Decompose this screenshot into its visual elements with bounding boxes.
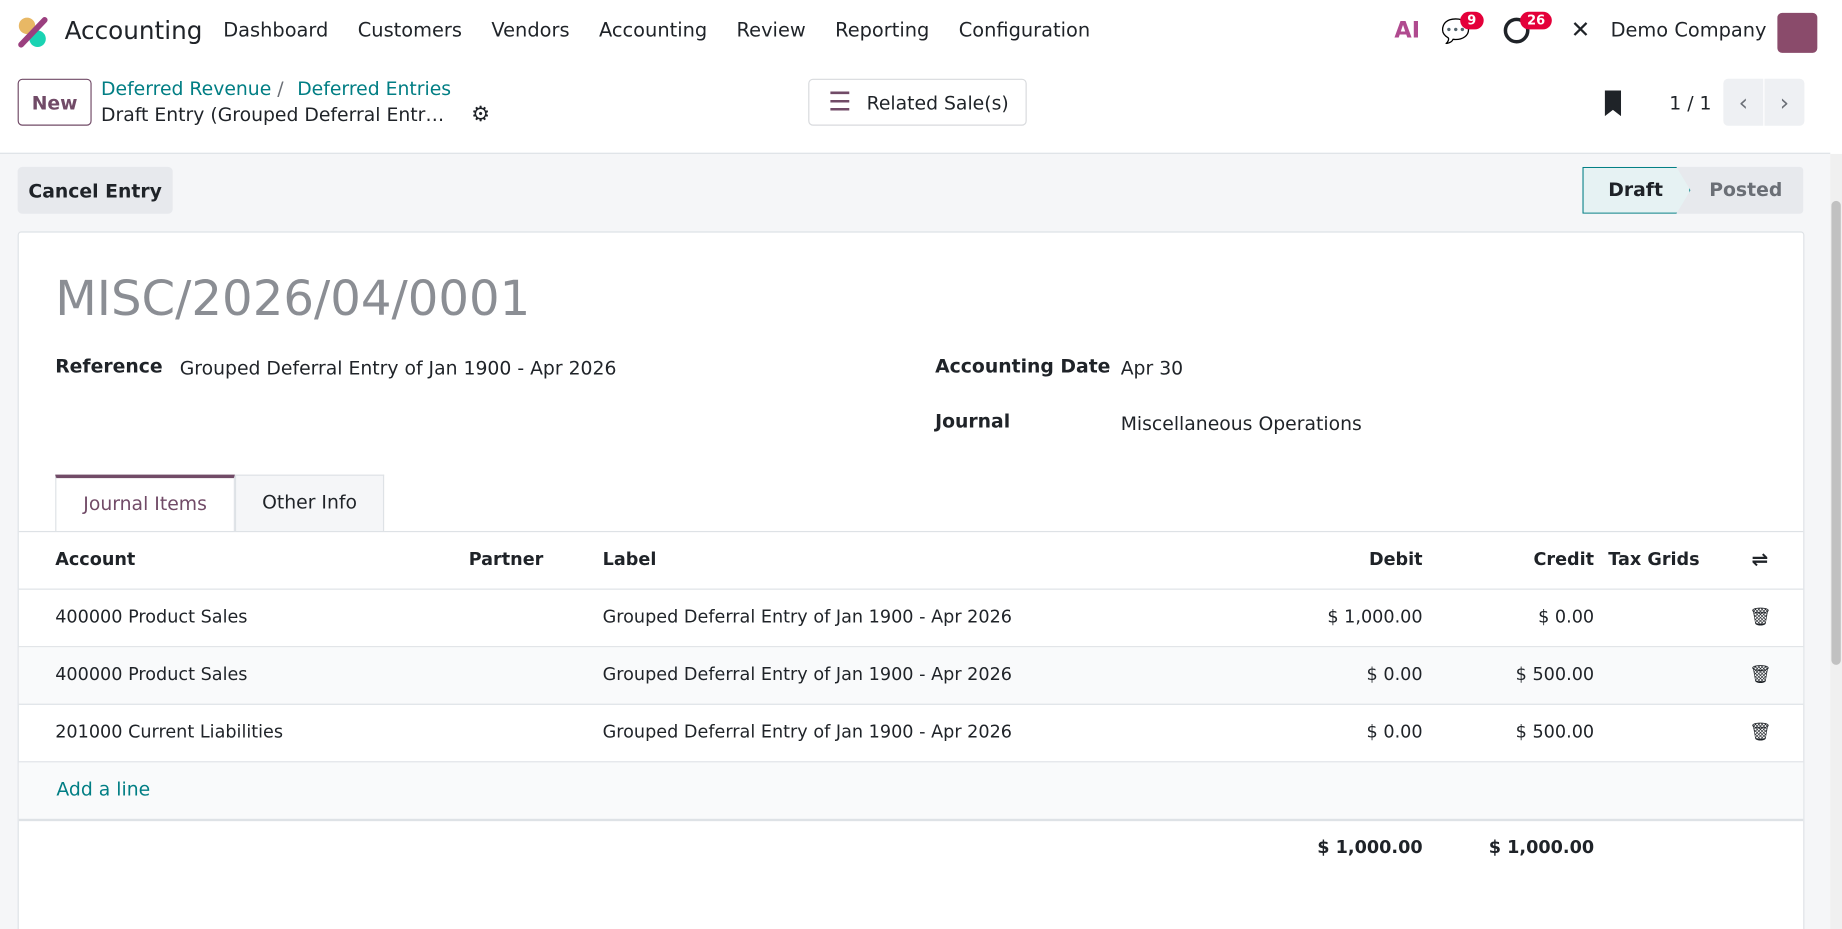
row-account[interactable]: 400000 Product Sales bbox=[55, 663, 248, 685]
column-label[interactable]: Label bbox=[602, 548, 657, 570]
ai-icon[interactable]: AI bbox=[1394, 17, 1421, 44]
company-name[interactable]: Demo Company bbox=[1610, 18, 1767, 42]
tools-icon[interactable]: ✕ bbox=[1570, 15, 1591, 44]
row-debit[interactable]: $ 0.00 bbox=[1366, 663, 1423, 685]
accounting-date-field[interactable]: Apr 30 bbox=[1120, 357, 1184, 380]
scrollbar[interactable] bbox=[1830, 153, 1842, 929]
record-title: Draft Entry (Grouped Deferral Entr… bbox=[101, 103, 445, 126]
menu-accounting[interactable]: Accounting bbox=[598, 18, 708, 42]
row-label[interactable]: Grouped Deferral Entry of Jan 1900 - Apr… bbox=[602, 721, 1013, 743]
reference-field[interactable]: Grouped Deferral Entry of Jan 1900 - Apr… bbox=[179, 357, 617, 380]
accounting-date-label: Accounting Date bbox=[935, 354, 1111, 378]
add-line-link[interactable]: Add a line bbox=[56, 777, 151, 800]
bookmark-icon[interactable] bbox=[1604, 90, 1622, 117]
row-credit[interactable]: $ 500.00 bbox=[1515, 721, 1595, 743]
stage-posted[interactable]: Posted bbox=[1709, 178, 1783, 201]
column-tax-grids[interactable]: Tax Grids bbox=[1608, 548, 1700, 570]
menu-dashboard[interactable]: Dashboard bbox=[223, 18, 329, 42]
total-credit: $ 1,000.00 bbox=[1488, 836, 1595, 858]
tab-journal-items[interactable]: Journal Items bbox=[55, 474, 235, 531]
row-account[interactable]: 400000 Product Sales bbox=[55, 606, 248, 628]
menu-reporting[interactable]: Reporting bbox=[835, 18, 930, 42]
add-line-row: Add a line bbox=[18, 762, 1804, 822]
row-credit[interactable]: $ 500.00 bbox=[1515, 663, 1595, 685]
trash-icon[interactable]: 🗑 bbox=[1749, 663, 1772, 685]
list-icon: ☰ bbox=[828, 87, 852, 117]
row-label[interactable]: Grouped Deferral Entry of Jan 1900 - Apr… bbox=[602, 663, 1013, 685]
breadcrumb-deferred-entries[interactable]: Deferred Entries bbox=[297, 77, 452, 100]
app-name[interactable]: Accounting bbox=[64, 16, 203, 45]
stage-draft[interactable] bbox=[1582, 166, 1691, 214]
menu-configuration[interactable]: Configuration bbox=[958, 18, 1091, 42]
journal-field[interactable]: Miscellaneous Operations bbox=[1120, 412, 1362, 435]
pager-value[interactable]: 1 / 1 bbox=[1669, 91, 1712, 114]
trash-icon[interactable]: 🗑 bbox=[1749, 606, 1772, 628]
column-partner[interactable]: Partner bbox=[468, 548, 544, 570]
column-account[interactable]: Account bbox=[55, 548, 136, 570]
table-row[interactable]: 400000 Product Sales Grouped Deferral En… bbox=[18, 647, 1804, 705]
column-credit[interactable]: Credit bbox=[1533, 548, 1595, 570]
table-row[interactable]: 201000 Current Liabilities Grouped Defer… bbox=[18, 705, 1804, 763]
menu-vendors[interactable]: Vendors bbox=[491, 18, 570, 42]
breadcrumb-deferred-revenue[interactable]: Deferred Revenue bbox=[101, 77, 272, 100]
journal-label: Journal bbox=[935, 409, 1011, 433]
row-debit[interactable]: $ 1,000.00 bbox=[1327, 606, 1423, 628]
user-avatar[interactable] bbox=[1777, 12, 1818, 53]
reference-label: Reference bbox=[55, 354, 163, 378]
row-account[interactable]: 201000 Current Liabilities bbox=[55, 721, 284, 743]
column-debit[interactable]: Debit bbox=[1368, 548, 1423, 570]
cancel-entry-button[interactable]: Cancel Entry bbox=[17, 166, 173, 214]
optional-columns-icon[interactable]: ⇌ bbox=[1751, 548, 1769, 573]
table-row[interactable]: 400000 Product Sales Grouped Deferral En… bbox=[18, 590, 1804, 648]
pager-previous-button[interactable]: ‹ bbox=[1723, 78, 1764, 126]
total-debit: $ 1,000.00 bbox=[1317, 836, 1423, 858]
app-logo-icon[interactable] bbox=[16, 15, 49, 48]
related-sales-label: Related Sale(s) bbox=[866, 91, 1009, 114]
tab-divider bbox=[18, 530, 1804, 533]
trash-icon[interactable]: 🗑 bbox=[1749, 721, 1772, 743]
activities-badge: 26 bbox=[1520, 11, 1553, 30]
activities-icon[interactable] bbox=[1503, 17, 1530, 44]
breadcrumb-separator: / bbox=[277, 77, 284, 100]
pager-next-button[interactable]: › bbox=[1764, 78, 1805, 126]
form-sheet: MISC/2026/04/0001 Reference Grouped Defe… bbox=[17, 231, 1805, 929]
row-credit[interactable]: $ 0.00 bbox=[1538, 606, 1595, 628]
menu-customers[interactable]: Customers bbox=[357, 18, 463, 42]
table-footer: $ 1,000.00 $ 1,000.00 bbox=[19, 820, 1803, 876]
stage-draft-label: Draft bbox=[1608, 178, 1663, 201]
top-navbar: Accounting Dashboard Customers Vendors A… bbox=[0, 0, 1842, 63]
entry-name[interactable]: MISC/2026/04/0001 bbox=[55, 270, 531, 327]
new-button[interactable]: New bbox=[17, 78, 92, 126]
status-bar: Draft Posted bbox=[1582, 166, 1804, 214]
gear-icon[interactable]: ⚙ bbox=[471, 102, 491, 127]
menu-review[interactable]: Review bbox=[736, 18, 806, 42]
tab-other-info[interactable]: Other Info bbox=[234, 474, 385, 531]
row-label[interactable]: Grouped Deferral Entry of Jan 1900 - Apr… bbox=[602, 606, 1013, 628]
messages-badge: 9 bbox=[1460, 11, 1484, 30]
table-header: Account Partner Label Debit Credit Tax G… bbox=[18, 532, 1804, 590]
related-sales-button[interactable]: ☰ Related Sale(s) bbox=[808, 78, 1027, 126]
row-debit[interactable]: $ 0.00 bbox=[1366, 721, 1423, 743]
